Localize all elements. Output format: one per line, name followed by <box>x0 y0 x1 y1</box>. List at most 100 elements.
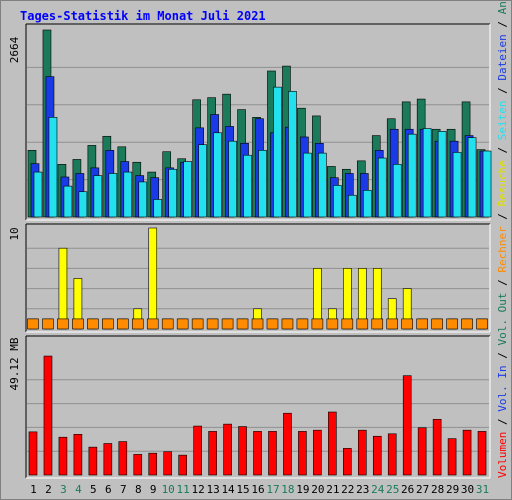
bar-rechner-day-17 <box>266 318 279 330</box>
day-label-31: 31 <box>476 483 489 496</box>
bar-volumen-day-8 <box>133 454 143 476</box>
bar-seiten-day-19 <box>303 152 312 218</box>
bar-rechner-day-27 <box>416 318 428 330</box>
legend-entry-0: Volumen <box>496 432 509 478</box>
bar-rechner-day-21 <box>326 318 339 330</box>
bar-rechner-day-26 <box>401 318 413 330</box>
bar-volumen-day-27 <box>417 427 427 476</box>
bar-seiten-day-15 <box>243 154 252 218</box>
day-label-21: 21 <box>326 483 339 496</box>
bar-rechner-day-5 <box>87 318 99 330</box>
bar-rechner-day-13 <box>206 318 219 330</box>
bar-volumen-day-17 <box>268 431 277 476</box>
bar-volumen-day-22 <box>343 448 352 476</box>
day-label-14: 14 <box>221 483 235 496</box>
bar-seiten-day-24 <box>377 157 387 218</box>
bar-volumen-day-6 <box>103 443 113 476</box>
day-label-16: 16 <box>251 483 264 496</box>
bar-rechner-day-30 <box>461 318 473 330</box>
bar-seiten-day-14 <box>228 140 237 218</box>
legend-entry-12: Dateien <box>496 34 509 80</box>
bar-seiten-day-21 <box>333 185 342 218</box>
bar-seiten-day-7 <box>123 171 133 218</box>
bar-seiten-day-23 <box>362 190 372 218</box>
bar-seiten-day-31 <box>482 150 492 218</box>
day-label-3: 3 <box>60 483 67 496</box>
bar-volumen-day-28 <box>432 418 442 476</box>
volume-ymax-label: 49.12 MB <box>8 337 21 390</box>
legend-entry-14: Anfragen <box>496 0 509 14</box>
bar-seiten-day-17 <box>273 86 282 218</box>
bar-seiten-day-12 <box>198 144 207 218</box>
bar-volumen-day-20 <box>313 429 322 476</box>
day-label-28: 28 <box>431 483 444 496</box>
bar-rechner-day-29 <box>446 318 458 330</box>
day-label-2: 2 <box>45 483 52 496</box>
legend-entry-1: / <box>496 412 509 432</box>
legend-entry-11: / <box>496 81 509 101</box>
bar-seiten-day-9 <box>153 199 163 218</box>
bar-seiten-day-10 <box>168 168 178 218</box>
bar-besuche-day-3 <box>58 247 68 330</box>
bar-volumen-day-4 <box>73 433 83 476</box>
bar-rechner-day-16 <box>251 318 264 330</box>
bar-rechner-day-15 <box>236 318 249 330</box>
bar-volumen-day-21 <box>328 411 337 476</box>
right-legend: Volumen / Vol. In / Vol. Out / Rechner /… <box>496 0 509 478</box>
day-label-26: 26 <box>401 483 414 496</box>
bar-rechner-day-3 <box>57 318 69 330</box>
bar-seiten-day-5 <box>93 175 103 218</box>
bar-rechner-day-8 <box>131 318 144 330</box>
day-label-9: 9 <box>150 483 157 496</box>
day-label-20: 20 <box>311 483 324 496</box>
bar-seiten-day-30 <box>467 137 477 218</box>
bar-rechner-day-20 <box>311 318 324 330</box>
legend-entry-7: / <box>496 206 509 226</box>
bar-rechner-day-6 <box>102 318 114 330</box>
bar-seiten-day-8 <box>138 181 148 218</box>
bar-seiten-day-2 <box>48 117 58 218</box>
bar-volumen-day-18 <box>283 412 292 476</box>
day-label-11: 11 <box>177 483 190 496</box>
day-label-1: 1 <box>30 483 37 496</box>
bar-seiten-day-4 <box>78 191 88 218</box>
bar-seiten-day-18 <box>288 91 297 218</box>
day-label-12: 12 <box>192 483 205 496</box>
day-label-15: 15 <box>236 483 249 496</box>
bar-rechner-day-24 <box>371 318 384 330</box>
bar-rechner-day-22 <box>341 318 354 330</box>
bar-volumen-day-7 <box>118 441 128 476</box>
day-label-18: 18 <box>281 483 294 496</box>
day-label-8: 8 <box>135 483 142 496</box>
bar-volumen-day-1 <box>28 431 38 476</box>
bar-volumen-day-31 <box>477 431 487 476</box>
day-label-13: 13 <box>206 483 219 496</box>
bar-rechner-day-7 <box>117 318 129 330</box>
bar-volumen-day-30 <box>462 429 472 476</box>
day-label-22: 22 <box>341 483 354 496</box>
bar-volumen-day-16 <box>253 431 262 476</box>
day-label-6: 6 <box>105 483 112 496</box>
bar-rechner-day-25 <box>386 318 399 330</box>
bar-seiten-day-3 <box>63 185 73 218</box>
bar-volumen-day-11 <box>178 454 187 476</box>
legend-entry-13: / <box>496 14 509 34</box>
bar-seiten-day-11 <box>183 161 192 218</box>
legend-entry-2: Vol. In <box>496 365 509 411</box>
legend-entry-4: Vol. Out <box>496 293 509 346</box>
bar-rechner-day-10 <box>161 318 174 330</box>
bar-rechner-day-1 <box>27 318 39 330</box>
legend-entry-5: / <box>496 273 509 293</box>
chart-title: Tages-Statistik im Monat Juli 2021 <box>20 9 266 23</box>
day-label-5: 5 <box>90 483 97 496</box>
bar-seiten-day-22 <box>348 194 357 218</box>
bar-seiten-day-20 <box>318 152 327 218</box>
bar-volumen-day-9 <box>148 452 158 476</box>
bar-rechner-day-11 <box>176 318 189 330</box>
bar-seiten-day-29 <box>452 152 462 218</box>
bar-seiten-day-25 <box>392 164 402 218</box>
day-label-10: 10 <box>162 483 175 496</box>
bar-volumen-day-23 <box>357 429 367 476</box>
bar-rechner-day-18 <box>281 318 294 330</box>
